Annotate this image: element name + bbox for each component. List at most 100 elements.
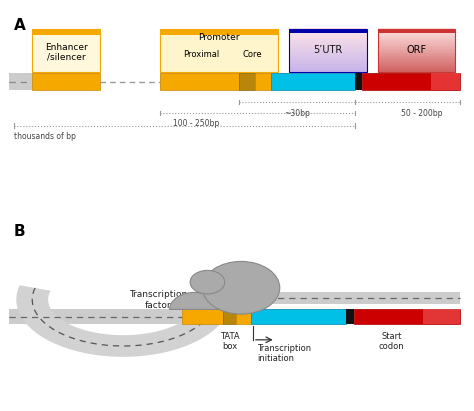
FancyBboxPatch shape bbox=[289, 51, 367, 53]
FancyBboxPatch shape bbox=[289, 41, 367, 43]
FancyBboxPatch shape bbox=[289, 69, 367, 72]
Text: 100 - 250bp: 100 - 250bp bbox=[173, 120, 219, 128]
FancyBboxPatch shape bbox=[239, 74, 255, 90]
FancyBboxPatch shape bbox=[378, 41, 456, 43]
FancyBboxPatch shape bbox=[378, 42, 456, 44]
Text: ~30bp: ~30bp bbox=[284, 109, 310, 118]
Text: B: B bbox=[14, 224, 26, 239]
FancyBboxPatch shape bbox=[160, 28, 278, 72]
FancyBboxPatch shape bbox=[289, 39, 367, 42]
Text: Transcription
factor: Transcription factor bbox=[129, 291, 187, 310]
FancyBboxPatch shape bbox=[9, 309, 460, 324]
FancyBboxPatch shape bbox=[378, 38, 456, 40]
FancyBboxPatch shape bbox=[378, 51, 456, 53]
FancyBboxPatch shape bbox=[289, 61, 367, 63]
Text: Promoter: Promoter bbox=[198, 32, 239, 42]
Text: A: A bbox=[14, 18, 26, 33]
FancyBboxPatch shape bbox=[289, 57, 367, 59]
FancyBboxPatch shape bbox=[289, 68, 367, 70]
FancyBboxPatch shape bbox=[289, 62, 367, 65]
FancyBboxPatch shape bbox=[289, 34, 367, 36]
Text: ORF: ORF bbox=[407, 45, 427, 55]
FancyBboxPatch shape bbox=[378, 29, 456, 31]
FancyBboxPatch shape bbox=[378, 44, 456, 46]
FancyBboxPatch shape bbox=[160, 74, 239, 90]
FancyBboxPatch shape bbox=[289, 28, 367, 30]
FancyBboxPatch shape bbox=[378, 65, 456, 67]
FancyBboxPatch shape bbox=[289, 65, 367, 67]
FancyBboxPatch shape bbox=[346, 309, 355, 324]
FancyBboxPatch shape bbox=[378, 54, 456, 56]
FancyBboxPatch shape bbox=[289, 52, 367, 54]
FancyBboxPatch shape bbox=[236, 309, 251, 324]
FancyBboxPatch shape bbox=[355, 309, 460, 324]
FancyBboxPatch shape bbox=[223, 309, 236, 324]
FancyBboxPatch shape bbox=[32, 28, 100, 72]
FancyBboxPatch shape bbox=[9, 74, 460, 90]
FancyBboxPatch shape bbox=[289, 55, 367, 57]
FancyBboxPatch shape bbox=[255, 74, 271, 90]
Text: Basal
transcription
machinery: Basal transcription machinery bbox=[212, 273, 271, 302]
FancyBboxPatch shape bbox=[378, 58, 456, 60]
FancyBboxPatch shape bbox=[378, 28, 456, 33]
FancyBboxPatch shape bbox=[378, 60, 456, 62]
FancyBboxPatch shape bbox=[378, 64, 456, 66]
FancyBboxPatch shape bbox=[100, 74, 160, 90]
FancyBboxPatch shape bbox=[289, 38, 367, 40]
FancyBboxPatch shape bbox=[378, 39, 456, 42]
Polygon shape bbox=[16, 285, 230, 357]
FancyBboxPatch shape bbox=[378, 68, 456, 70]
FancyBboxPatch shape bbox=[289, 67, 367, 69]
FancyBboxPatch shape bbox=[289, 49, 367, 51]
Text: Enhancer
/silencer: Enhancer /silencer bbox=[45, 42, 88, 62]
FancyBboxPatch shape bbox=[378, 61, 456, 63]
Text: 5’UTR: 5’UTR bbox=[313, 45, 343, 55]
FancyBboxPatch shape bbox=[182, 309, 223, 324]
FancyBboxPatch shape bbox=[289, 37, 367, 39]
FancyBboxPatch shape bbox=[32, 74, 100, 90]
Circle shape bbox=[190, 270, 225, 294]
FancyBboxPatch shape bbox=[378, 37, 456, 39]
FancyBboxPatch shape bbox=[289, 45, 367, 47]
FancyBboxPatch shape bbox=[378, 52, 456, 54]
FancyBboxPatch shape bbox=[378, 45, 456, 47]
FancyBboxPatch shape bbox=[187, 293, 228, 305]
FancyBboxPatch shape bbox=[378, 62, 456, 65]
FancyBboxPatch shape bbox=[378, 55, 456, 57]
FancyBboxPatch shape bbox=[289, 32, 367, 34]
FancyBboxPatch shape bbox=[289, 44, 367, 46]
FancyBboxPatch shape bbox=[378, 67, 456, 69]
Text: Activator
/repressor: Activator /repressor bbox=[231, 269, 277, 289]
Text: Core: Core bbox=[242, 50, 262, 59]
FancyBboxPatch shape bbox=[378, 32, 456, 34]
FancyBboxPatch shape bbox=[423, 309, 460, 324]
Wedge shape bbox=[170, 292, 220, 309]
FancyBboxPatch shape bbox=[378, 49, 456, 51]
FancyBboxPatch shape bbox=[160, 28, 278, 35]
FancyBboxPatch shape bbox=[289, 46, 367, 48]
FancyBboxPatch shape bbox=[378, 34, 456, 36]
Text: 50 - 200bp: 50 - 200bp bbox=[401, 109, 442, 118]
FancyBboxPatch shape bbox=[289, 54, 367, 56]
FancyBboxPatch shape bbox=[289, 29, 367, 31]
FancyBboxPatch shape bbox=[378, 48, 456, 50]
Text: Transcription
initiation: Transcription initiation bbox=[257, 344, 311, 363]
Text: Proximal: Proximal bbox=[183, 50, 219, 59]
FancyBboxPatch shape bbox=[289, 28, 367, 33]
FancyBboxPatch shape bbox=[289, 35, 367, 37]
Text: Start
codon: Start codon bbox=[379, 332, 404, 351]
FancyBboxPatch shape bbox=[289, 60, 367, 62]
Text: TATA
box: TATA box bbox=[220, 332, 239, 351]
FancyBboxPatch shape bbox=[356, 74, 362, 90]
FancyBboxPatch shape bbox=[289, 58, 367, 60]
FancyBboxPatch shape bbox=[378, 57, 456, 59]
Circle shape bbox=[202, 261, 280, 314]
FancyBboxPatch shape bbox=[378, 28, 456, 30]
FancyBboxPatch shape bbox=[289, 31, 367, 33]
FancyBboxPatch shape bbox=[289, 48, 367, 50]
FancyBboxPatch shape bbox=[289, 42, 367, 44]
FancyBboxPatch shape bbox=[378, 35, 456, 37]
FancyBboxPatch shape bbox=[430, 74, 460, 90]
FancyBboxPatch shape bbox=[32, 28, 100, 35]
FancyBboxPatch shape bbox=[378, 31, 456, 33]
